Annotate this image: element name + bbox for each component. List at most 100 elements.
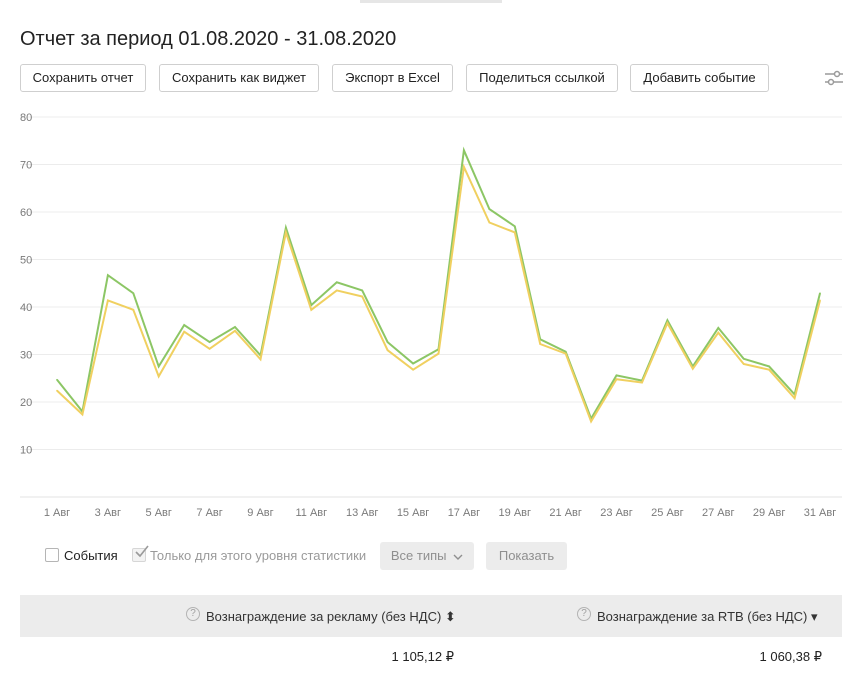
level-only-checkbox-label[interactable]: Только для этого уровня статистики	[150, 548, 367, 563]
x-tick-label: 19 Авг	[499, 507, 531, 519]
data-point	[412, 362, 414, 365]
ad-reward-value: 1 105,12 ₽	[391, 649, 455, 664]
data-point	[717, 331, 720, 334]
sort-icon: ⬍	[444, 609, 456, 624]
column-header-rtb-reward[interactable]: Вознаграждение за RTB (без НДС) ▾	[597, 609, 818, 625]
y-tick-label: 20	[20, 397, 32, 409]
data-point	[157, 365, 160, 368]
x-axis-ticks: 1 Авг 3 Авг 5 Авг 7 Авг 9 Авг 11 Авг 13 Авг 15 …	[44, 507, 836, 519]
y-tick-label: 50	[20, 255, 32, 267]
data-point	[488, 208, 491, 210]
data-point	[361, 289, 364, 292]
data-point	[234, 329, 236, 332]
data-point	[361, 295, 364, 298]
y-tick-label: 80	[20, 112, 32, 124]
data-point	[819, 299, 821, 302]
data-point	[234, 326, 236, 328]
x-tick-label: 7 Авг	[196, 507, 222, 519]
chart-series	[56, 146, 821, 424]
show-button[interactable]: Показать	[486, 542, 567, 570]
data-point	[335, 289, 338, 292]
series-line-2	[56, 163, 821, 424]
x-tick-label: 5 Авг	[146, 507, 172, 519]
data-point	[742, 363, 745, 365]
data-point	[107, 299, 109, 302]
data-point	[564, 352, 567, 355]
sort-desc-icon: ▾	[810, 609, 818, 624]
data-point	[666, 319, 669, 322]
x-tick-label: 25 Авг	[651, 507, 683, 519]
event-types-select-value: Все типы	[390, 548, 447, 563]
events-checkbox[interactable]	[45, 548, 59, 562]
y-tick-label: 10	[20, 445, 32, 457]
data-point	[386, 341, 389, 343]
data-point	[386, 349, 389, 352]
data-point	[183, 330, 185, 333]
data-point	[768, 365, 770, 368]
data-point	[641, 381, 643, 384]
data-point	[285, 226, 287, 229]
column-header-ad-reward[interactable]: Вознаграждение за рекламу (без НДС) ⬍	[206, 609, 456, 625]
page-title: Отчет за период 01.08.2020 - 31.08.2020	[20, 28, 397, 50]
help-icon[interactable]: ?	[186, 607, 200, 621]
data-point	[81, 413, 84, 416]
data-point	[742, 357, 745, 360]
data-point	[183, 324, 185, 326]
line-chart: 10 20 30 40 50 60 70 80 1 Авг 3 Авг 5 Авг 7 Авг 9 А…	[20, 112, 842, 519]
data-point	[56, 378, 58, 381]
data-point	[56, 389, 58, 392]
share-link-button[interactable]: Поделиться ссылкой	[466, 64, 618, 92]
y-tick-label: 30	[20, 350, 32, 362]
chevron-down-icon	[453, 554, 463, 560]
data-point	[335, 281, 338, 284]
x-tick-label: 3 Авг	[95, 507, 121, 519]
data-point	[463, 166, 465, 168]
export-excel-button[interactable]: Экспорт в Excel	[332, 64, 453, 92]
save-report-button[interactable]: Сохранить отчет	[20, 64, 146, 92]
x-tick-label: 27 Авг	[702, 507, 734, 519]
data-point	[208, 348, 211, 350]
chart-filters: События Только для этого уровня статисти…	[0, 542, 863, 570]
data-point	[208, 341, 211, 343]
data-point	[793, 397, 796, 400]
column-header-rtb-reward-label: Вознаграждение за RTB (без НДС)	[597, 609, 808, 624]
data-point	[539, 343, 542, 345]
table-row: 1 105,12 ₽ 1 060,38 ₽	[20, 637, 842, 677]
x-tick-label: 11 Авг	[295, 507, 327, 519]
x-tick-label: 23 Авг	[600, 507, 632, 519]
x-tick-label: 29 Авг	[753, 507, 785, 519]
data-point	[615, 378, 618, 381]
data-point	[132, 292, 135, 295]
data-point	[132, 309, 135, 311]
sliders-icon[interactable]	[824, 68, 844, 88]
checkmark-icon	[135, 545, 149, 558]
save-as-widget-button[interactable]: Сохранить как виджет	[159, 64, 319, 92]
x-tick-label: 13 Авг	[346, 507, 378, 519]
y-axis-ticks: 10 20 30 40 50 60 70 80	[20, 112, 32, 457]
data-point	[488, 221, 491, 224]
data-point	[285, 231, 287, 234]
data-point	[107, 274, 109, 276]
data-point	[692, 367, 694, 370]
data-point	[819, 292, 821, 295]
data-point	[157, 375, 160, 378]
x-tick-label: 17 Авг	[448, 507, 480, 519]
data-point	[259, 358, 262, 361]
y-tick-label: 60	[20, 207, 32, 219]
data-point	[717, 327, 720, 329]
data-point	[310, 309, 313, 311]
event-types-select[interactable]: Все типы	[380, 542, 474, 570]
data-point	[514, 231, 516, 234]
data-point	[437, 352, 440, 355]
x-tick-label: 21 Авг	[549, 507, 581, 519]
add-event-button[interactable]: Добавить событие	[630, 64, 769, 92]
help-icon[interactable]: ?	[577, 607, 591, 621]
x-tick-label: 1 Авг	[44, 507, 70, 519]
events-checkbox-label[interactable]: События	[64, 548, 118, 563]
top-tab-indicator	[360, 0, 502, 3]
x-tick-label: 15 Авг	[397, 507, 429, 519]
x-tick-label: 31 Авг	[804, 507, 836, 519]
x-tick-label: 9 Авг	[247, 507, 273, 519]
data-point	[412, 368, 414, 371]
series-line-1	[56, 146, 821, 421]
